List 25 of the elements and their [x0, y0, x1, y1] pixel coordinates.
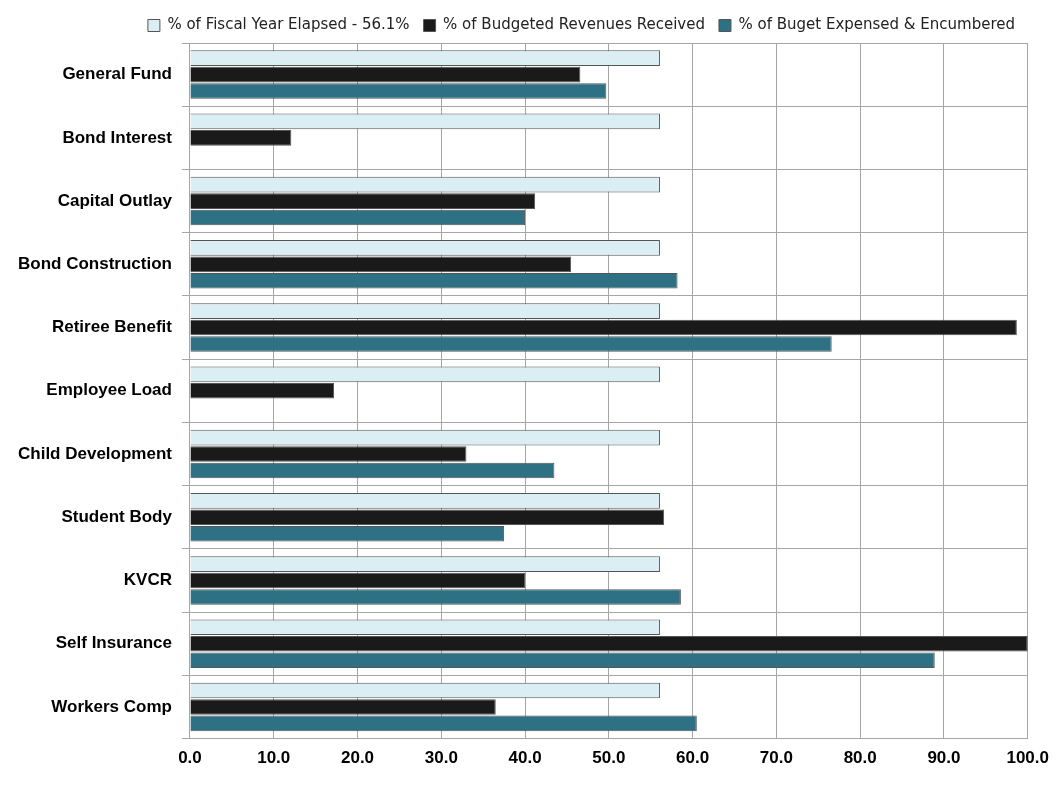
x-tick-label: 60.0: [676, 748, 710, 768]
y-tick-label: General Fund: [62, 64, 172, 84]
legend-label: % of Buget Expensed & Encumbered: [738, 15, 1016, 34]
y-tick-label: Employee Load: [46, 380, 172, 400]
y-tick-label: Bond Construction: [18, 254, 172, 274]
y-tick-label: KVCR: [123, 570, 172, 590]
x-tick-label: 90.0: [927, 748, 961, 768]
y-tick-label: Retiree Benefit: [51, 317, 173, 337]
x-tick-label: 0.0: [178, 748, 202, 768]
x-tick-label: 30.0: [424, 748, 458, 768]
x-tick-label: 10.0: [257, 748, 291, 768]
y-tick-label: Capital Outlay: [57, 190, 173, 210]
legend-label: % of Fiscal Year Elapsed - 56.1%: [167, 15, 410, 34]
x-tick-label: 70.0: [759, 748, 793, 768]
y-tick-label: Student Body: [61, 506, 173, 526]
x-tick-label: 20.0: [340, 748, 375, 768]
y-tick-label: Child Development: [17, 443, 173, 463]
y-tick-label: Workers Comp: [51, 696, 172, 716]
x-tick-label: 40.0: [508, 748, 542, 768]
x-tick-label: 100.0: [1006, 748, 1049, 768]
legend-label: % of Budgeted Revenues Received: [443, 15, 705, 34]
y-tick-label: Self Insurance: [55, 633, 172, 653]
x-tick-label: 80.0: [843, 748, 877, 768]
x-tick-label: 50.0: [592, 748, 626, 768]
y-tick-label: Bond Interest: [62, 127, 173, 147]
